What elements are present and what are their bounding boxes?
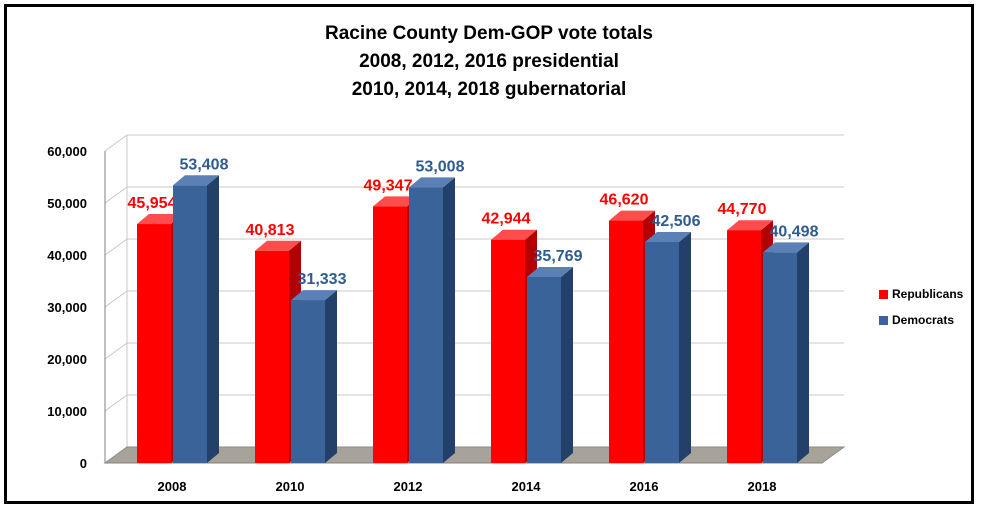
data-label-democrats-2012: 53,008 (416, 158, 465, 175)
bar-democrats-2016-side (679, 231, 691, 463)
bar-republicans-2012-top (373, 196, 419, 207)
chart-title-line-3: 2010, 2014, 2018 gubernatorial (351, 79, 627, 100)
bar-republicans-2018-top (727, 220, 773, 231)
bar-republicans-2008-top (137, 214, 183, 225)
bar-democrats-2018-side (797, 242, 809, 463)
bar-democrats-2018-top (763, 242, 809, 253)
bar-democrats-2016-top (645, 231, 691, 242)
bar-republicans-2012 (373, 206, 407, 463)
bar-democrats-2018 (763, 252, 797, 463)
data-label-republicans-2014: 42,944 (482, 211, 531, 228)
data-label-democrats-2018: 40,498 (770, 223, 819, 240)
y-tick-label: 20,000 (47, 352, 87, 367)
x-tick-label: 2008 (158, 479, 187, 494)
gridline-depth (104, 290, 128, 308)
bar-democrats-2010-side (325, 290, 337, 463)
x-tick-label: 2010 (276, 479, 305, 494)
bar-democrats-2012-top (409, 177, 455, 188)
bar-democrats-2008-top (173, 175, 219, 186)
y-tick-label: 10,000 (47, 404, 87, 419)
data-label-democrats-2008: 53,408 (180, 156, 229, 173)
bar-chart: 0 10,000 20,000 30,000 40,000 50,000 60,000 45,… (47, 134, 846, 494)
gridline-depth (104, 394, 128, 412)
bar-democrats-2014-side (561, 267, 573, 463)
data-label-democrats-2014: 35,769 (534, 248, 583, 265)
gridline-depth (104, 186, 128, 204)
bar-democrats-2014 (527, 277, 561, 463)
x-tick-label: 2014 (512, 479, 542, 494)
legend-swatch-republicans (879, 289, 888, 299)
gridline-depth (104, 238, 128, 256)
legend-item-democrats: Democrats (879, 313, 954, 327)
bar-republicans-2016-top (609, 210, 655, 221)
legend-item-republicans: Republicans (879, 287, 963, 301)
bar-democrats-2012-side (443, 177, 455, 463)
y-tick-label: 0 (80, 456, 87, 471)
bar-democrats-2010-top (291, 290, 337, 301)
chart-title-line-1: Racine County Dem-GOP vote totals (325, 23, 653, 44)
data-label-republicans-2010: 40,813 (246, 222, 295, 239)
chart-frame: Racine County Dem-GOP vote totals 2008, … (4, 4, 974, 504)
bar-republicans-2014-top (491, 229, 537, 240)
data-label-democrats-2010: 31,333 (298, 271, 347, 288)
gridline-depth (104, 342, 128, 360)
y-tick-label: 60,000 (47, 144, 87, 159)
bar-republicans-2008 (137, 224, 171, 463)
legend-label-democrats: Democrats (892, 313, 955, 327)
bar-democrats-2016 (645, 241, 679, 463)
bar-republicans-2010-top (255, 240, 301, 251)
y-tick-label: 40,000 (47, 248, 87, 263)
legend-swatch-democrats (879, 315, 888, 325)
legend-label-republicans: Republicans (892, 287, 964, 301)
bar-democrats-2008-side (207, 175, 219, 464)
bar-republicans-2014 (491, 239, 525, 463)
x-tick-label: 2012 (394, 479, 423, 494)
data-label-republicans-2012: 49,347 (364, 177, 413, 194)
chart-title-line-2: 2008, 2012, 2016 presidential (359, 51, 619, 72)
bar-republicans-2016 (609, 220, 643, 463)
data-label-republicans-2016: 46,620 (600, 192, 649, 209)
x-tick-label: 2018 (748, 479, 777, 494)
data-label-democrats-2016: 42,506 (652, 213, 701, 230)
data-label-republicans-2018: 44,770 (718, 201, 767, 218)
bar-republicans-2018 (727, 230, 761, 463)
x-tick-label: 2016 (630, 479, 659, 494)
bar-republicans-2010 (255, 250, 289, 463)
bar-democrats-2014-top (527, 267, 573, 278)
bar-democrats-2008 (173, 185, 207, 464)
gridline-depth (104, 134, 128, 152)
bar-democrats-2012 (409, 187, 443, 463)
y-tick-label: 50,000 (47, 196, 87, 211)
y-tick-label: 30,000 (47, 300, 87, 315)
bar-democrats-2010 (291, 300, 325, 463)
data-label-republicans-2008: 45,954 (128, 195, 177, 212)
